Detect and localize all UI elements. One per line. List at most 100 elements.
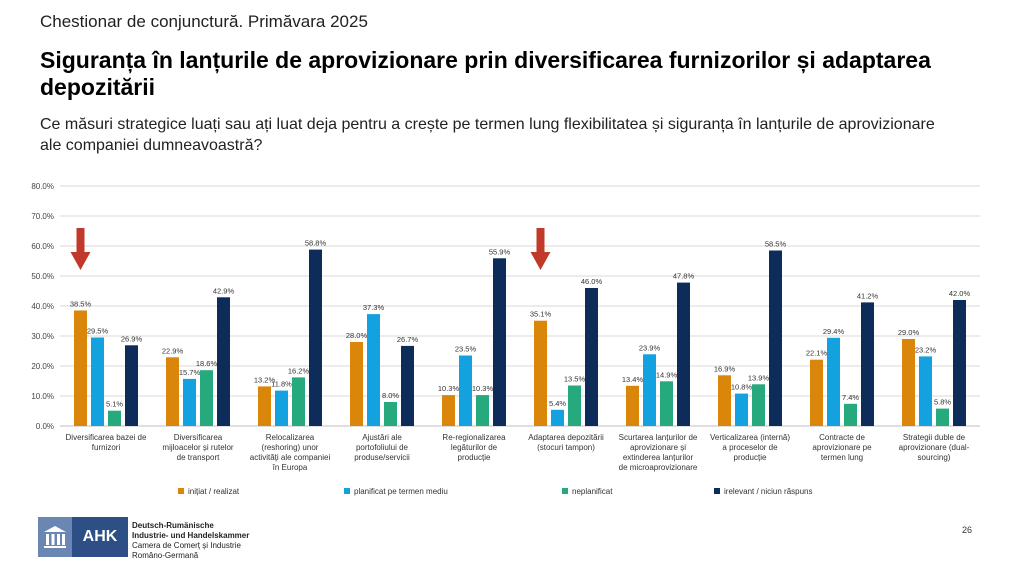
x-tick-label-line: de microaprovizionare	[619, 463, 698, 472]
x-tick-label-line: Adaptarea depozitării	[528, 433, 604, 442]
bar	[919, 356, 932, 426]
bar	[844, 403, 857, 426]
bar	[459, 355, 472, 426]
x-tick-label: Re-regionalizarea legăturilor de producție	[442, 433, 506, 462]
bar	[718, 375, 731, 426]
y-tick-label: 60.0%	[31, 242, 54, 251]
x-tick-label-line: Contracte de	[819, 433, 865, 442]
bar	[551, 409, 564, 426]
bar	[660, 381, 673, 426]
data-label: 11.8%	[271, 380, 292, 389]
bar	[476, 395, 489, 426]
bar	[125, 345, 138, 426]
org-line-2: Industrie- und Handelskammer	[132, 531, 250, 540]
bar-chart: 0.0% 10.0% 20.0% 30.0% 40.0% 50.0% 60.0% 70.0% 8…	[31, 182, 980, 496]
data-label: 29.5%	[87, 327, 109, 336]
survey-kicker: Chestionar de conjunctură. Primăvara 202…	[40, 12, 368, 31]
bar	[166, 357, 179, 426]
bar	[183, 378, 196, 426]
x-tick-label-line: producție	[734, 453, 767, 462]
bar	[74, 310, 87, 426]
bar	[861, 302, 874, 426]
bar	[626, 385, 639, 426]
data-label: 42.0%	[949, 289, 971, 298]
x-tick-label: Scurtarea lanțurilor de aprovizionare și e…	[619, 433, 698, 472]
x-tick-label-line: Strategii duble de	[903, 433, 966, 442]
x-tick-label-line: portofoliului de	[356, 443, 409, 452]
data-label: 26.9%	[121, 334, 143, 343]
legend-label: planificat pe termen mediu	[354, 487, 448, 496]
bar	[568, 385, 581, 426]
x-tick-label-line: legăturilor de	[451, 443, 498, 452]
x-tick-label-line: Relocalizarea	[266, 433, 315, 442]
org-line-4: Româno-Germană	[132, 551, 199, 560]
data-label: 58.5%	[765, 240, 787, 249]
org-line-1: Deutsch-Rumänische	[132, 521, 214, 530]
y-tick-label: 70.0%	[31, 212, 54, 221]
x-tick-label-line: (reshoring) unor	[262, 443, 319, 452]
x-tick-label-line: aprovizionare pe	[812, 443, 872, 452]
bar	[292, 377, 305, 426]
legend-swatch	[178, 488, 184, 494]
bar	[108, 410, 121, 426]
x-tick-label-line: Ajustări ale	[362, 433, 402, 442]
y-tick-label: 30.0%	[31, 332, 54, 341]
y-tick-label: 50.0%	[31, 272, 54, 281]
bar	[275, 390, 288, 426]
bar	[442, 395, 455, 426]
ahk-logo: AHK	[38, 517, 128, 557]
legend-label: neplanificat	[572, 487, 613, 496]
legend-swatch	[714, 488, 720, 494]
data-label: 13.2%	[254, 375, 276, 384]
y-tick-label: 40.0%	[31, 302, 54, 311]
x-tick-label-line: Scurtarea lanțurilor de	[619, 433, 698, 442]
data-label: 29.4%	[823, 327, 845, 336]
data-label: 37.3%	[363, 303, 385, 312]
x-tick-label-line: furnizori	[92, 443, 121, 452]
x-tick-label-line: Diversificarea	[174, 433, 223, 442]
bar	[936, 408, 949, 426]
data-label: 41.2%	[857, 291, 879, 300]
x-tick-label: Adaptarea depozitării (stocuri tampon)	[528, 433, 604, 452]
data-label: 23.2%	[915, 345, 937, 354]
x-tick-label-line: a proceselor de	[722, 443, 778, 452]
bar	[493, 258, 506, 426]
logo-text: AHK	[72, 517, 128, 557]
x-tick-label-line: activități ale companiei	[250, 453, 331, 462]
data-label: 8.0%	[382, 391, 399, 400]
data-label: 22.9%	[162, 346, 184, 355]
x-tick-label: Verticalizarea (internă) a proceselor de p…	[710, 433, 790, 462]
bar	[367, 314, 380, 426]
bar	[643, 354, 656, 426]
x-tick-label-line: extinderea lanțurilor	[623, 453, 694, 462]
data-label: 5.1%	[106, 400, 123, 409]
data-label: 47.8%	[673, 272, 695, 281]
legend-label: inițiat / realizat	[188, 487, 240, 496]
x-tick-label-line: (stocuri tampon)	[537, 443, 595, 452]
bar	[384, 402, 397, 426]
bar	[217, 297, 230, 426]
x-tick-label: Ajustări ale portofoliului de produse/serv…	[354, 433, 410, 462]
x-tick-label-line: Verticalizarea (internă)	[710, 433, 790, 442]
data-label: 13.4%	[622, 375, 644, 384]
bar	[902, 339, 915, 426]
bar	[677, 282, 690, 426]
data-label: 13.9%	[748, 373, 770, 382]
y-tick-label: 80.0%	[31, 182, 54, 191]
data-label: 38.5%	[70, 300, 92, 309]
page-number: 26	[962, 525, 973, 535]
data-label: 5.4%	[549, 399, 566, 408]
data-label: 13.5%	[564, 375, 586, 384]
x-tick-label-line: mijloacelor și rutelor	[162, 443, 233, 452]
survey-question: Ce măsuri strategice luați sau ați luat …	[40, 116, 935, 154]
data-label: 35.1%	[530, 310, 552, 319]
bar	[953, 300, 966, 426]
data-label: 7.4%	[842, 393, 859, 402]
highlight-arrow-shaft	[76, 228, 85, 252]
data-label: 29.0%	[898, 328, 920, 337]
bar	[200, 370, 213, 426]
x-tick-label: Diversificarea mijloacelor și rutelor de t…	[162, 433, 233, 462]
data-label: 46.0%	[581, 277, 603, 286]
building-icon	[38, 517, 72, 557]
highlight-arrow-head	[70, 252, 91, 270]
